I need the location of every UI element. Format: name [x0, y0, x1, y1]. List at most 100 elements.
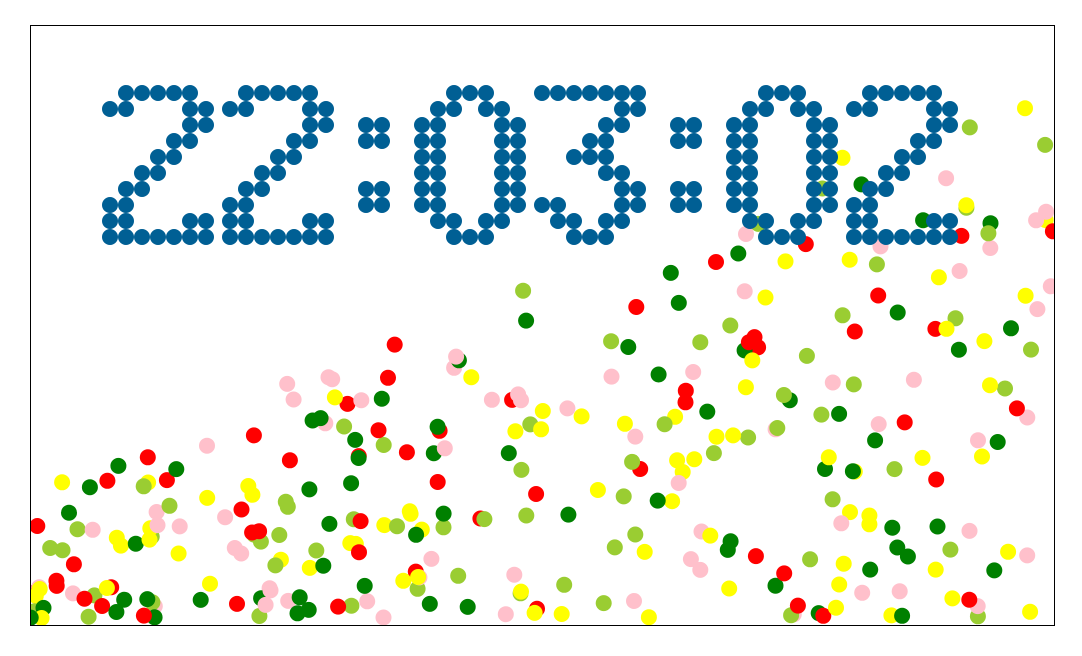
ball — [624, 453, 641, 470]
canvas-border — [30, 25, 1055, 626]
ball — [304, 412, 321, 429]
ball — [914, 449, 931, 466]
time-glyph — [358, 117, 390, 213]
time-dot — [270, 149, 286, 165]
ball — [747, 548, 764, 565]
ball — [861, 516, 878, 533]
ball — [108, 529, 125, 546]
time-dot — [414, 181, 430, 197]
ball — [300, 601, 317, 618]
ball — [356, 577, 373, 594]
time-dot — [614, 165, 630, 181]
ball — [670, 294, 687, 311]
ball — [628, 299, 645, 315]
ball — [257, 596, 274, 613]
time-dot — [182, 213, 198, 229]
ball — [682, 551, 699, 568]
ball — [834, 307, 851, 324]
time-dot — [286, 229, 302, 245]
ball — [42, 540, 59, 556]
time-glyph — [414, 85, 526, 245]
ball — [620, 339, 637, 355]
ball — [375, 437, 392, 453]
time-dot — [726, 181, 742, 197]
ball — [736, 283, 753, 300]
ball — [350, 450, 367, 466]
ball — [942, 541, 959, 558]
time-dot — [878, 85, 894, 101]
time-dot — [670, 117, 686, 133]
time-dot — [878, 181, 894, 197]
time-dot — [550, 197, 566, 213]
ball — [982, 240, 999, 256]
ball — [233, 501, 250, 518]
time-dot — [822, 149, 838, 165]
time-dot — [494, 117, 510, 133]
ball — [603, 368, 620, 385]
time-dot — [510, 197, 526, 213]
time-dot — [318, 229, 334, 245]
time-dot — [894, 165, 910, 181]
time-dot — [806, 101, 822, 117]
time-dot — [566, 229, 582, 245]
time-dot — [758, 101, 774, 117]
time-dot — [582, 133, 598, 149]
time-dot — [894, 229, 910, 245]
time-dot — [846, 197, 862, 213]
time-dot — [598, 149, 614, 165]
ball — [927, 561, 944, 578]
time-dot — [494, 197, 510, 213]
time-dot — [494, 101, 510, 117]
time-dot — [806, 197, 822, 213]
ball — [708, 428, 725, 445]
time-dot — [926, 85, 942, 101]
ball — [650, 366, 667, 383]
ball — [359, 593, 376, 610]
ball — [376, 517, 393, 534]
time-dot — [198, 117, 214, 133]
ball — [321, 515, 338, 532]
time-glyph — [102, 85, 214, 245]
ball — [947, 310, 964, 327]
time-dot — [742, 197, 758, 213]
time-dot — [198, 213, 214, 229]
time-glyph — [534, 85, 646, 245]
ball — [595, 595, 612, 612]
time-dot — [598, 133, 614, 149]
ball — [842, 504, 858, 521]
ball — [1029, 301, 1046, 318]
ball — [677, 382, 694, 399]
time-dot — [790, 85, 806, 101]
ball — [199, 489, 216, 506]
time-dot — [446, 101, 462, 117]
time-dot — [598, 165, 614, 181]
ball — [279, 498, 296, 515]
time-dot — [862, 101, 878, 117]
time-dot — [478, 85, 494, 101]
time-dot — [942, 229, 958, 245]
time-dot — [926, 101, 942, 117]
ball — [245, 427, 262, 444]
time-dot — [222, 229, 238, 245]
ball — [279, 375, 296, 392]
ball — [84, 521, 101, 538]
ball — [1023, 341, 1039, 358]
time-dot — [102, 197, 118, 213]
ball — [744, 352, 761, 369]
ball — [686, 451, 703, 468]
time-dot — [238, 101, 254, 117]
ball — [408, 526, 425, 543]
ball — [692, 334, 709, 351]
ball — [533, 421, 550, 438]
ball — [980, 225, 997, 242]
ball — [370, 422, 387, 439]
ball — [662, 264, 679, 281]
time-dot — [182, 85, 198, 101]
ball — [1019, 547, 1036, 564]
time-dot — [822, 117, 838, 133]
time-dot — [942, 213, 958, 229]
time-dot — [630, 85, 646, 101]
time-dot — [222, 197, 238, 213]
time-dot — [742, 165, 758, 181]
time-dot — [742, 117, 758, 133]
